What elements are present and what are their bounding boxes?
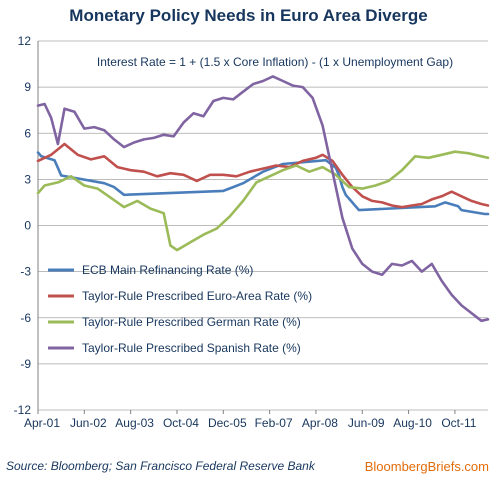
x-tick-label: Apr-08 — [302, 416, 338, 430]
x-tick-label: Oct-04 — [163, 416, 199, 430]
y-tick-label: -12 — [14, 403, 32, 417]
legend-label-2: Taylor-Rule Prescribed German Rate (%) — [82, 315, 301, 329]
x-tick-label: Jun-02 — [70, 416, 107, 430]
y-tick-label: 3 — [24, 172, 31, 186]
formula-annotation: Interest Rate = 1 + (1.5 x Core Inflatio… — [97, 55, 453, 69]
x-tick-label: Jun-09 — [348, 416, 385, 430]
legend-label-1: Taylor-Rule Prescribed Euro-Area Rate (%… — [82, 289, 312, 303]
chart-title: Monetary Policy Needs in Euro Area Diver… — [69, 6, 428, 25]
legend-label-0: ECB Main Refinancing Rate (%) — [82, 263, 253, 277]
y-tick-label: 9 — [24, 80, 31, 94]
x-tick-label: Feb-07 — [255, 416, 293, 430]
x-tick-label: Aug-10 — [393, 416, 432, 430]
y-tick-label: 6 — [24, 126, 31, 140]
source-note: Source: Bloomberg; San Francisco Federal… — [6, 459, 315, 473]
x-tick-label: Dec-05 — [208, 416, 247, 430]
brand-label: BloombergBriefs.com — [364, 459, 489, 474]
y-tick-label: 0 — [24, 219, 31, 233]
x-tick-label: Apr-01 — [24, 416, 60, 430]
series-line-3 — [36, 75, 490, 323]
series-line-1 — [36, 142, 490, 209]
series-line-2 — [36, 150, 490, 252]
y-tick-label: -9 — [20, 357, 31, 371]
x-tick-label: Oct-11 — [441, 416, 476, 430]
y-tick-label: -3 — [20, 265, 31, 279]
y-tick-label: 12 — [18, 34, 32, 48]
legend-label-3: Taylor-Rule Prescribed Spanish Rate (%) — [82, 341, 301, 355]
y-tick-label: -6 — [20, 311, 31, 325]
x-tick-label: Aug-03 — [115, 416, 154, 430]
